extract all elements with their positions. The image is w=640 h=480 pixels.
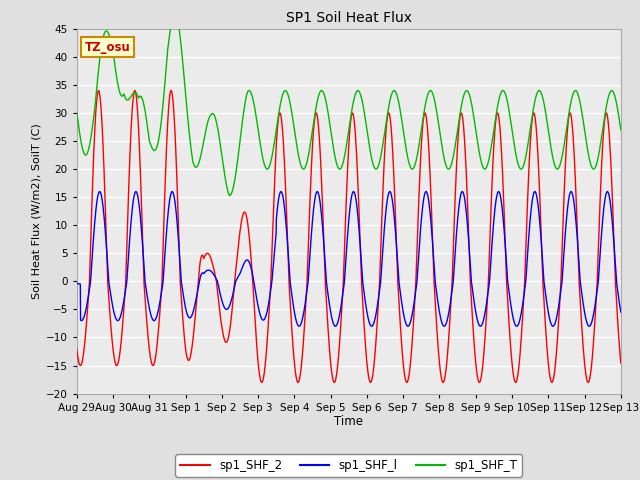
- Title: SP1 Soil Heat Flux: SP1 Soil Heat Flux: [286, 11, 412, 25]
- Legend: sp1_SHF_2, sp1_SHF_l, sp1_SHF_T: sp1_SHF_2, sp1_SHF_l, sp1_SHF_T: [175, 454, 522, 477]
- X-axis label: Time: Time: [334, 415, 364, 429]
- Text: TZ_osu: TZ_osu: [85, 41, 131, 54]
- Y-axis label: Soil Heat Flux (W/m2), SoilT (C): Soil Heat Flux (W/m2), SoilT (C): [31, 123, 42, 299]
